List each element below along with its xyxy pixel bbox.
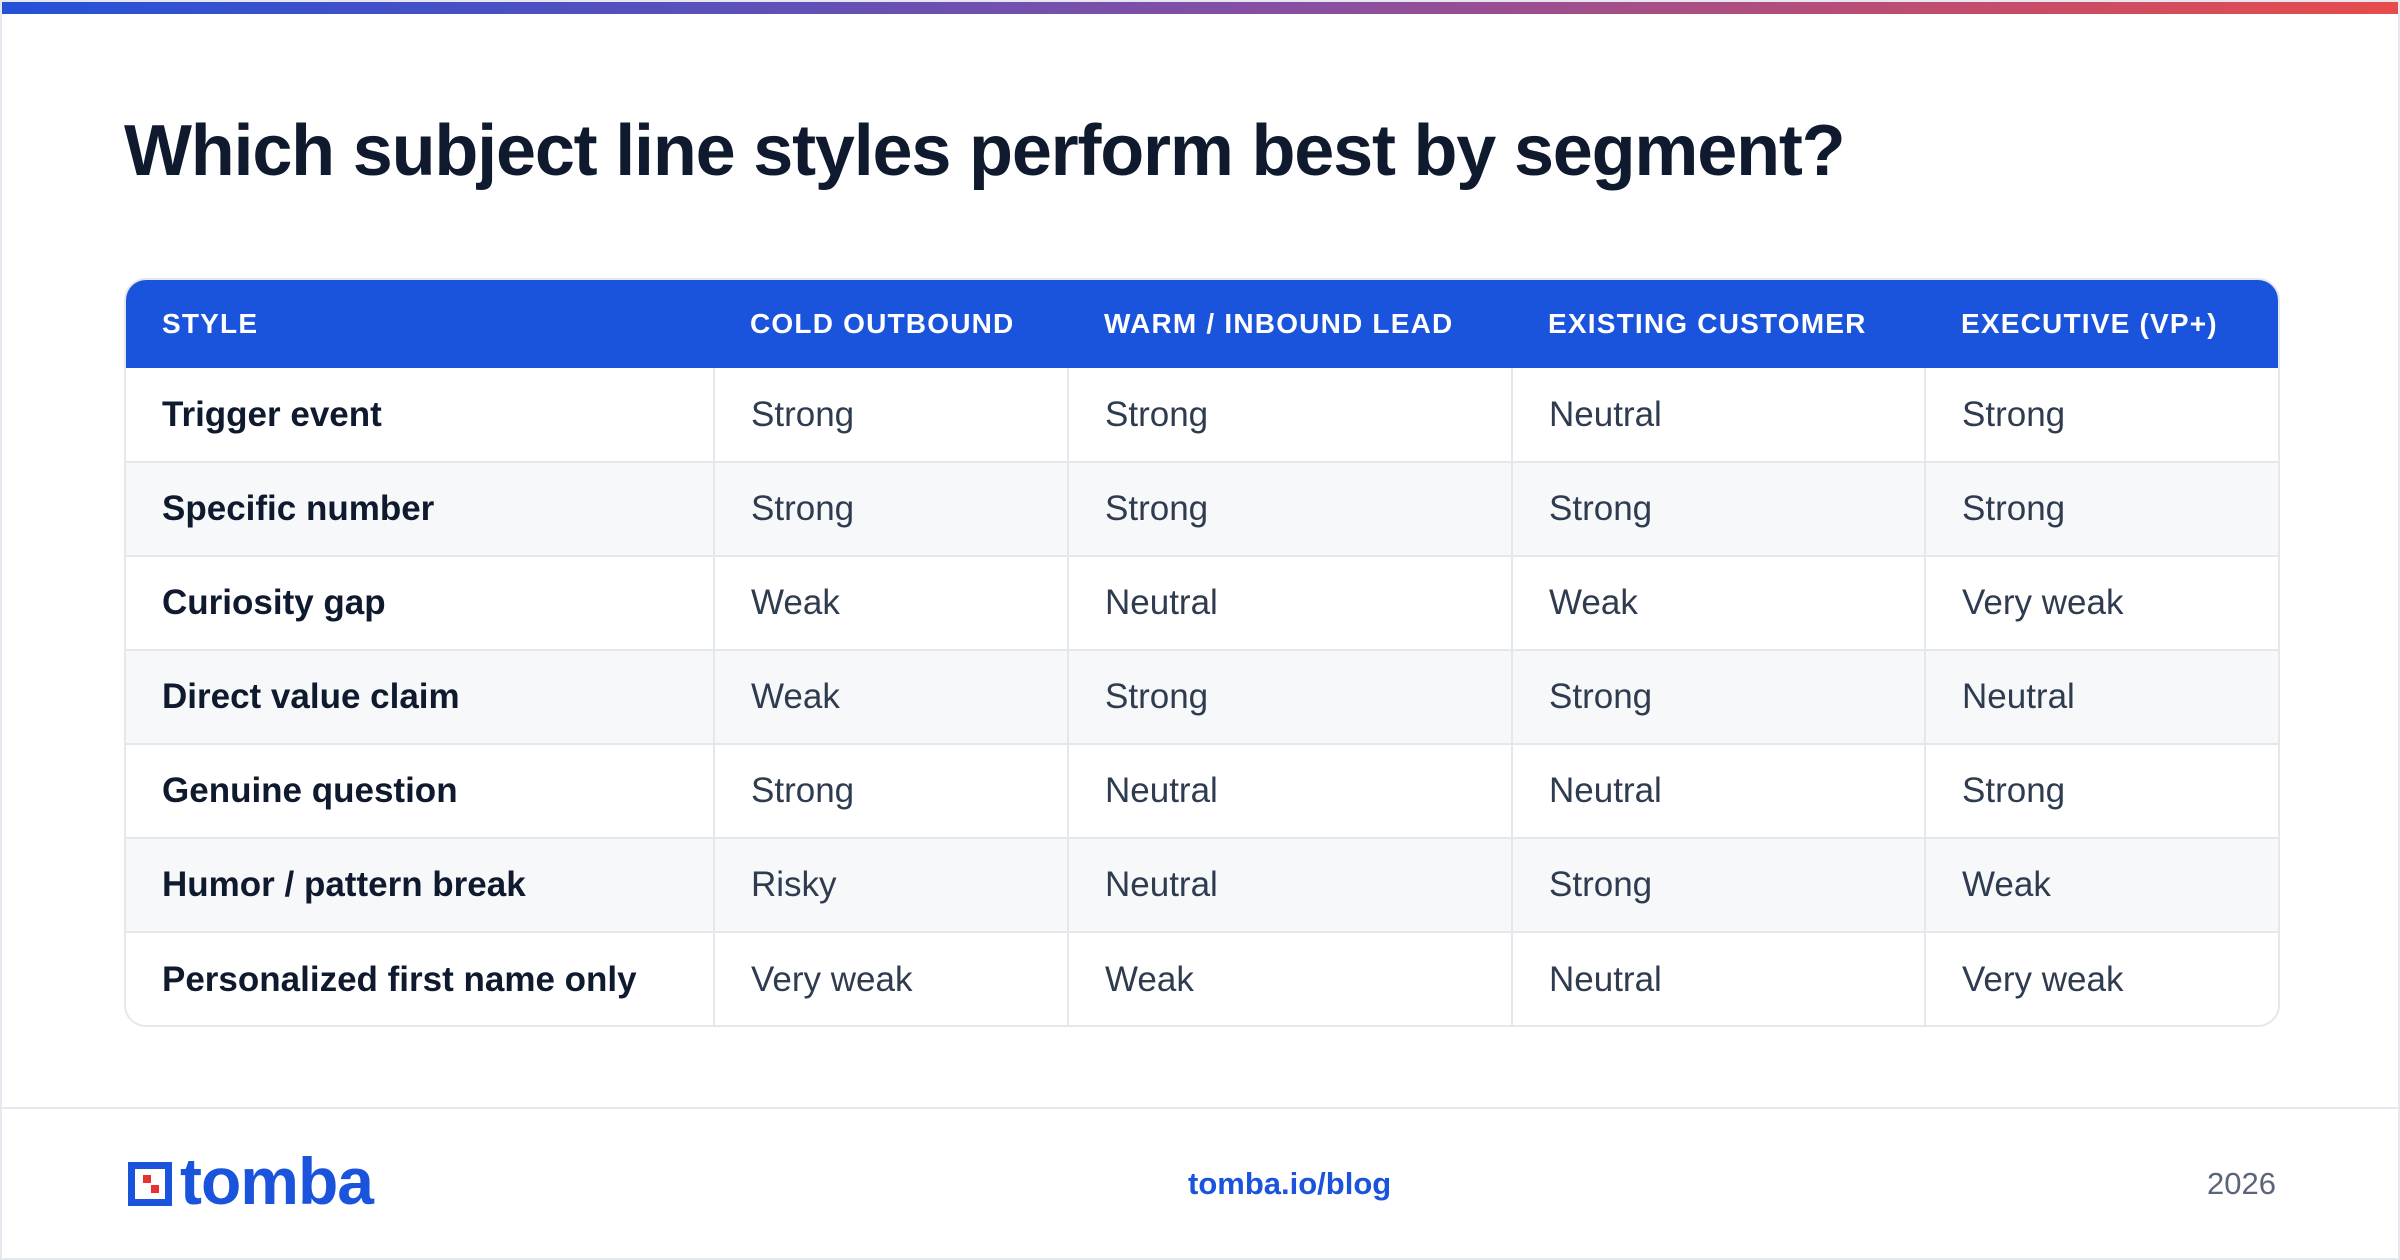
column-header-style: STYLE <box>162 308 259 339</box>
tomba-logo-icon <box>128 1162 172 1206</box>
top-gradient-bar <box>2 2 2398 14</box>
tomba-logo[interactable]: tomba <box>124 1148 374 1214</box>
blog-link[interactable]: tomba.io/blog <box>1188 1166 1392 1201</box>
footer-year: 2026 <box>2207 1166 2276 1201</box>
column-header-warm-inbound: WARM / INBOUND LEAD <box>1104 308 1454 339</box>
table-cell: Strong <box>713 462 1068 556</box>
table-cell: Very weak <box>713 932 1068 1025</box>
table-row: Curiosity gap Weak Neutral Weak Very wea… <box>126 556 2278 650</box>
table-cell: Very weak <box>1924 932 2278 1025</box>
table-cell: Strong <box>1924 744 2278 838</box>
table-cell: Strong <box>1067 650 1512 744</box>
table-cell: Neutral <box>1067 838 1512 932</box>
table-cell: Strong <box>1067 368 1512 462</box>
table-cell: Weak <box>713 556 1068 650</box>
footer-divider <box>2 1107 2398 1109</box>
table-row: Specific number Strong Strong Strong Str… <box>126 462 2278 556</box>
table-cell: Strong <box>1924 368 2278 462</box>
table-cell: Weak <box>713 650 1068 744</box>
row-label: Direct value claim <box>162 677 460 716</box>
table-cell: Risky <box>713 838 1068 932</box>
table-row: Personalized first name only Very weak W… <box>126 932 2278 1025</box>
column-header-existing-customer: EXISTING CUSTOMER <box>1548 308 1867 339</box>
row-label: Genuine question <box>162 771 458 810</box>
table-cell: Strong <box>713 744 1068 838</box>
table-header-row: STYLE COLD OUTBOUND WARM / INBOUND LEAD … <box>126 280 2278 368</box>
row-label: Personalized first name only <box>162 959 637 999</box>
comparison-table: STYLE COLD OUTBOUND WARM / INBOUND LEAD … <box>124 278 2280 1027</box>
row-label: Curiosity gap <box>162 583 386 622</box>
table-cell: Neutral <box>1511 932 1925 1025</box>
table-cell: Neutral <box>1067 744 1512 838</box>
table-cell: Very weak <box>1924 556 2278 650</box>
column-header-cold-outbound: COLD OUTBOUND <box>750 308 1015 339</box>
table-cell: Strong <box>1511 462 1925 556</box>
row-label: Trigger event <box>162 394 382 434</box>
table-cell: Strong <box>1511 838 1925 932</box>
table-cell: Neutral <box>1067 556 1512 650</box>
table-cell: Neutral <box>1511 368 1925 462</box>
table-row: Direct value claim Weak Strong Strong Ne… <box>126 650 2278 744</box>
table-cell: Neutral <box>1924 650 2278 744</box>
table-cell: Weak <box>1067 932 1512 1025</box>
table-cell: Neutral <box>1511 744 1925 838</box>
table-cell: Strong <box>1067 462 1512 556</box>
logo-wordmark: tomba <box>180 1144 374 1218</box>
table-cell: Weak <box>1511 556 1925 650</box>
table-cell: Weak <box>1924 838 2278 932</box>
page-title: Which subject line styles perform best b… <box>124 111 1846 191</box>
row-label: Humor / pattern break <box>162 865 526 904</box>
column-header-executive: EXECUTIVE (VP+) <box>1961 308 2218 339</box>
row-label: Specific number <box>162 489 435 528</box>
table-row: Trigger event Strong Strong Neutral Stro… <box>126 368 2278 462</box>
table-row: Humor / pattern break Risky Neutral Stro… <box>126 838 2278 932</box>
table-cell: Strong <box>713 368 1068 462</box>
table-row: Genuine question Strong Neutral Neutral … <box>126 744 2278 838</box>
table-cell: Strong <box>1511 650 1925 744</box>
table-cell: Strong <box>1924 462 2278 556</box>
